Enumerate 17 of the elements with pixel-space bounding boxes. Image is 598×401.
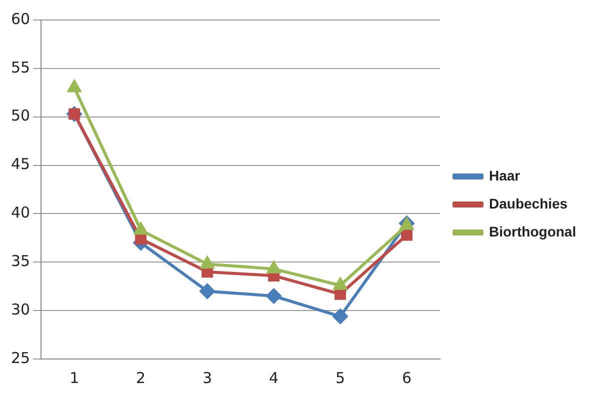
x-tick-label: 1 [70,368,80,387]
y-tick-label: 35 [10,252,30,270]
y-tick-label: 40 [10,204,30,222]
y-tick-label: 45 [10,155,30,174]
x-tick-label: 4 [269,368,279,387]
y-tick-label: 60 [10,10,30,28]
x-tick-label: 5 [336,368,346,387]
legend-label: Daubechies [489,195,568,212]
y-tick-label: 55 [10,58,30,76]
x-tick-label: 2 [136,368,146,387]
legend-label: Biorthogonal [489,223,576,240]
y-tick-label: 30 [10,300,30,318]
legend-label: Haar [489,167,521,184]
x-tick-label: 3 [202,368,212,387]
y-tick-label: 25 [10,348,30,367]
x-tick-label: 6 [402,368,412,387]
y-tick-label: 50 [10,106,30,125]
